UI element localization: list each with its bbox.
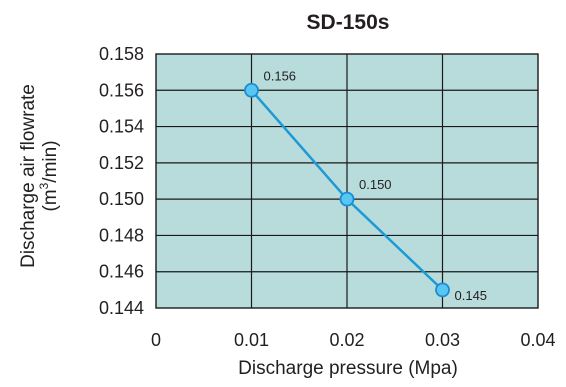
plot-border <box>155 53 539 309</box>
x-tick-label: 0.03 <box>425 330 460 350</box>
y-tick-label: 0.150 <box>99 189 144 209</box>
y-axis-label-unit-prefix: (m <box>40 189 61 211</box>
y-tick-label: 0.148 <box>99 225 144 245</box>
y-tick-label: 0.146 <box>99 262 144 282</box>
chart-title: SD-150s <box>307 11 390 34</box>
x-tick-label: 0.01 <box>234 330 269 350</box>
data-label: 0.150 <box>359 177 392 192</box>
y-tick-label: 0.154 <box>99 117 144 137</box>
x-axis-label: Discharge pressure (Mpa) <box>238 358 458 379</box>
data-label: 0.145 <box>455 288 488 303</box>
x-tick-label: 0.04 <box>520 330 555 350</box>
y-tick-label: 0.156 <box>99 80 144 100</box>
y-tick-label: 0.158 <box>99 44 144 64</box>
data-label: 0.156 <box>264 68 297 83</box>
y-tick-label: 0.144 <box>99 298 144 318</box>
y-axis-label-line2: (m3/min) <box>37 140 61 211</box>
data-point <box>339 191 355 207</box>
plot-area: 0 0.01 0.02 0.03 0.04 0.144 0.146 0.148 0.150 0.1… <box>99 44 556 350</box>
y-axis-label-unit-suffix: /min) <box>40 140 61 182</box>
x-tick-label: 0.02 <box>329 330 364 350</box>
data-point <box>435 282 450 298</box>
y-tick-label: 0.152 <box>99 153 144 173</box>
data-point <box>244 82 259 98</box>
y-axis-label-group: Discharge air flowrate (m3/min) <box>18 84 61 268</box>
y-axis-label-unit-superscript: 3 <box>37 182 51 189</box>
x-tick-label: 0 <box>151 330 161 350</box>
y-axis-label-line1: Discharge air flowrate <box>18 84 39 268</box>
